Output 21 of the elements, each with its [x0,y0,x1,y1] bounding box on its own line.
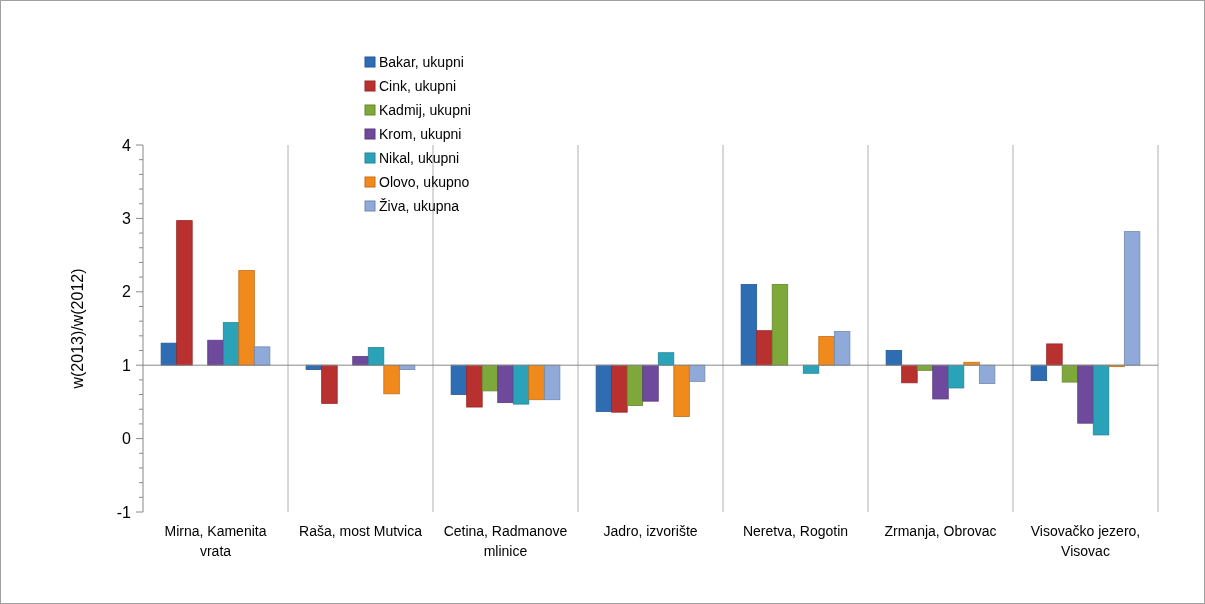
legend-label: Olovo, ukupno [379,173,470,190]
x-tick-label: Zrmanja, Obrovac [884,523,997,539]
x-tick-label: Neretva, Rogotin [742,523,849,539]
y-tick-label: -1 [116,503,132,521]
x-tick-label: Mirna, Kamenita vrata [164,523,267,559]
legend-label: Bakar, ukupni [379,53,464,70]
legend-label: Živa, ukupna [379,197,460,214]
y-tick-label: 0 [122,430,132,448]
y-tick-label: 2 [122,283,132,301]
legend-label: Krom, ukupni [379,125,462,142]
x-tick-label: Jadro, izvorište [603,523,698,539]
y-tick-label: 1 [122,356,132,374]
x-tick-label: Raša, most Mutvica [299,523,423,539]
x-tick-label: Cetina, Radmanove mlinice [443,523,568,559]
y-axis-title: w(2013)/w(2012) [69,268,86,390]
x-tick-label: Visovačko jezero, Visovac [1030,523,1141,559]
legend-label: Kadmij, ukupni [379,101,471,118]
y-tick-label: 3 [122,210,132,227]
legend-label: Cink, ukupni [379,77,457,94]
y-tick-label: 4 [122,136,132,154]
legend-label: Nikal, ukupni [379,149,460,166]
